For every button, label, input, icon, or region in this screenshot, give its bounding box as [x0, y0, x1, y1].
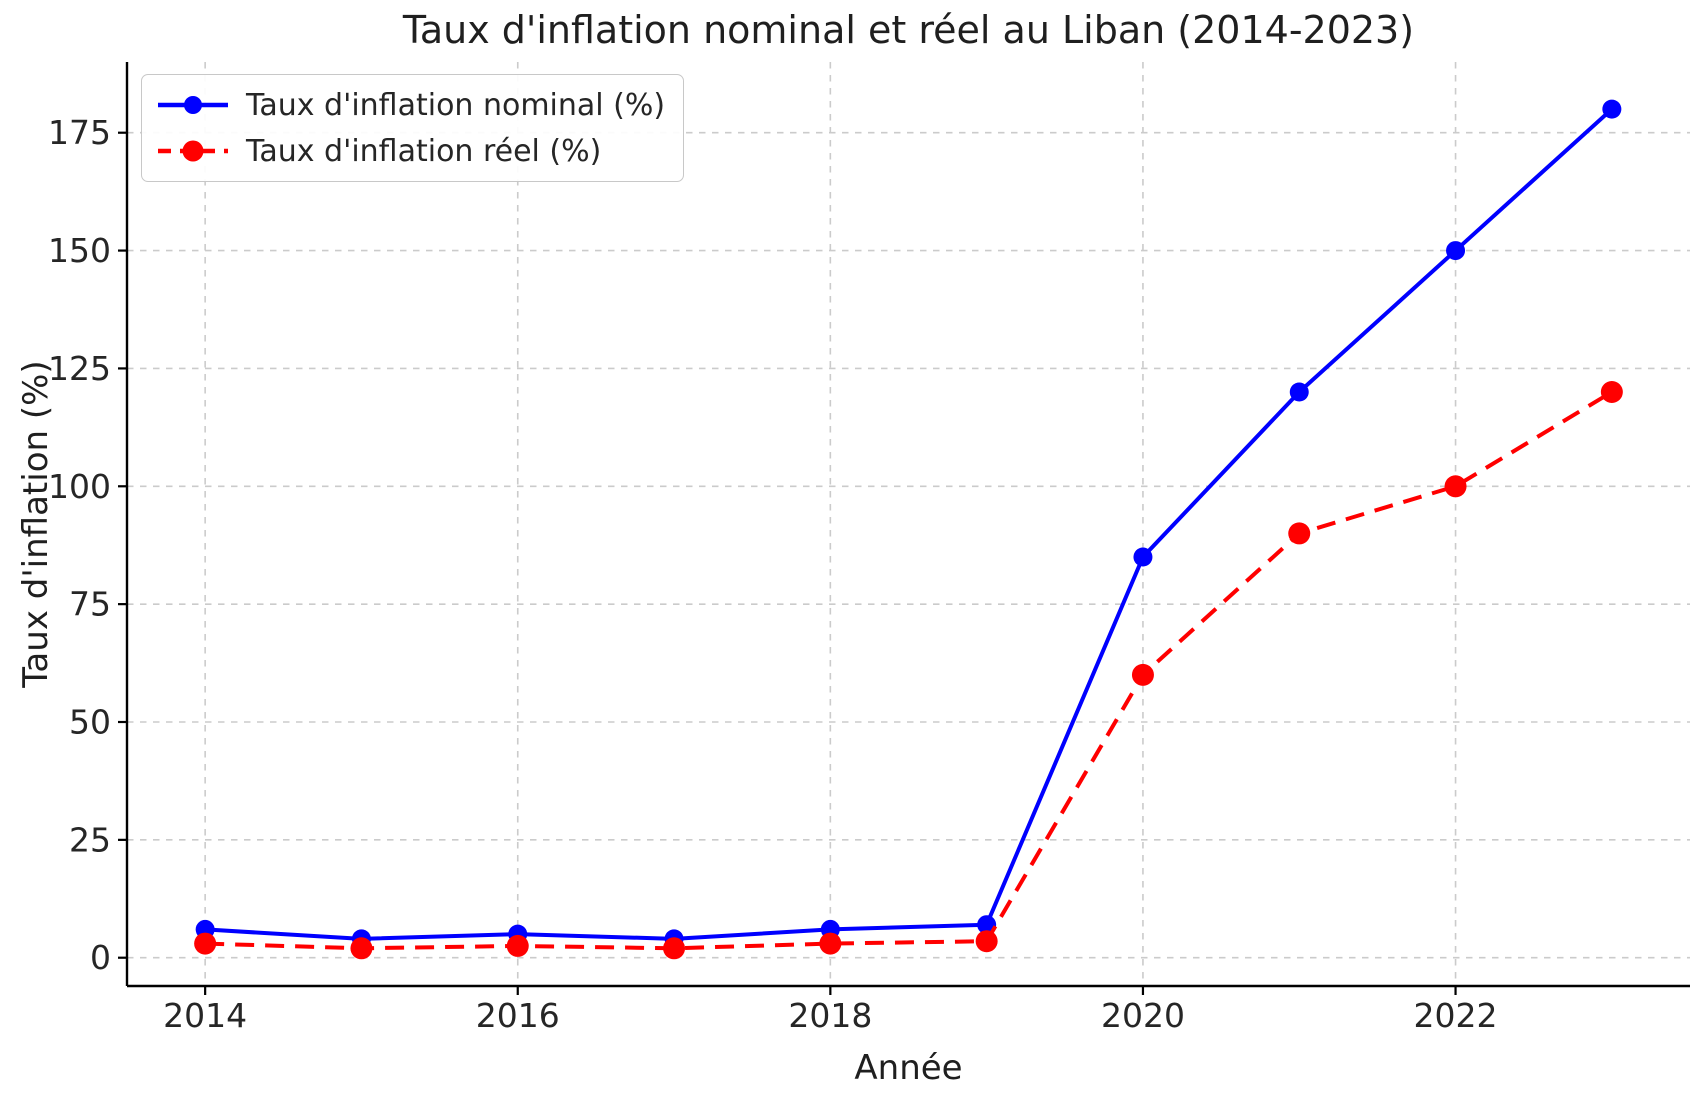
marker-s1-2023 [1600, 381, 1623, 403]
legend: Taux d'inflation nominal (%) Taux d'infl… [141, 74, 685, 182]
y-tick-label-150: 150 [48, 231, 111, 270]
y-tick-label-75: 75 [69, 585, 111, 624]
x-axis-label: Année [854, 1048, 963, 1088]
marker-s1-2016 [506, 934, 529, 957]
y-axis-label: Taux d'inflation (%) [16, 360, 56, 688]
series-line-1 [205, 390, 1613, 951]
marker-s1-2022 [1444, 475, 1467, 498]
marker-s1-2014 [194, 932, 217, 955]
legend-item-nominal: Taux d'inflation nominal (%) [156, 83, 665, 127]
marker-s1-2021 [1288, 522, 1311, 545]
legend-item-reel: Taux d'inflation réel (%) [156, 129, 665, 173]
marker-s0-2022 [1446, 241, 1466, 261]
y-tick-label-0: 0 [90, 938, 111, 977]
marker-s1-2018 [819, 932, 842, 955]
x-tick-label-2022: 2022 [1414, 996, 1498, 1035]
legend-label-reel: Taux d'inflation réel (%) [246, 133, 602, 169]
marker-s1-2020 [1131, 663, 1154, 686]
legend-sample-nominal-icon [158, 96, 228, 114]
marker-s1-2017 [663, 937, 686, 960]
y-tick-label-175: 175 [48, 113, 111, 152]
x-tick-label-2020: 2020 [1101, 996, 1185, 1035]
marker-s0-2023 [1602, 99, 1622, 119]
x-tick-label-2016: 2016 [476, 996, 560, 1035]
marker-s1-2015 [350, 937, 373, 960]
legend-label-nominal: Taux d'inflation nominal (%) [246, 87, 666, 123]
marker-s1-2019 [975, 930, 998, 953]
x-tick-label-2018: 2018 [788, 996, 872, 1035]
y-tick-label-25: 25 [69, 820, 111, 859]
x-tick-label-2014: 2014 [163, 996, 247, 1035]
series-line-0 [205, 107, 1614, 941]
chart-title: Taux d'inflation nominal et réel au Liba… [402, 8, 1415, 52]
y-tick-label-50: 50 [69, 703, 111, 742]
legend-marker-reel [182, 140, 204, 162]
y-tick-label-125: 125 [48, 349, 111, 388]
legend-marker-nominal [184, 96, 202, 114]
y-tick-label-100: 100 [48, 467, 111, 506]
legend-sample-reel-icon [158, 140, 228, 162]
marker-s0-2021 [1289, 382, 1309, 402]
marker-s0-2020 [1133, 547, 1153, 567]
